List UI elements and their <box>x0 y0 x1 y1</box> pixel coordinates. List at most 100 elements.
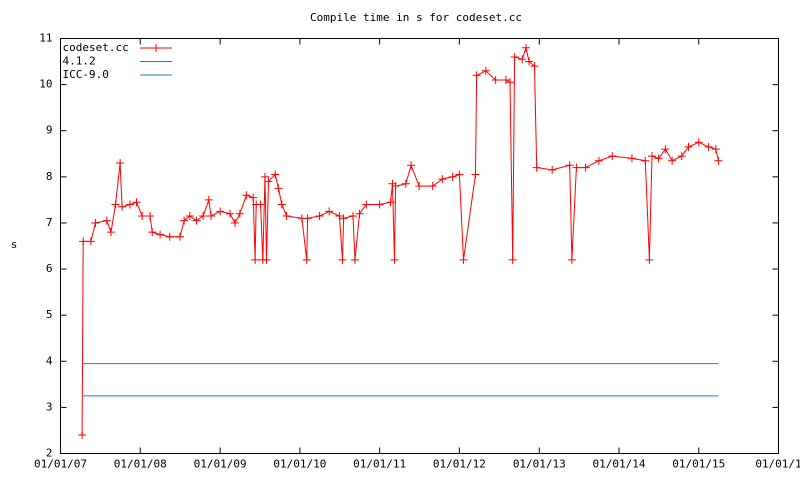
y-axis-label: s <box>11 238 18 251</box>
point-marker <box>506 78 515 87</box>
y-tick-label: 4 <box>46 354 53 367</box>
y-tick-label: 8 <box>46 170 53 183</box>
point-marker <box>355 209 364 218</box>
point-marker <box>438 175 447 184</box>
x-tick-label: 01/01/07 <box>34 458 87 471</box>
point-marker <box>315 212 324 221</box>
point-marker <box>199 212 208 221</box>
point-marker <box>146 212 155 221</box>
point-marker <box>339 214 348 223</box>
point-marker <box>116 159 125 167</box>
point-marker <box>694 138 703 147</box>
point-marker <box>391 182 400 191</box>
point-marker <box>175 232 184 241</box>
x-tick-label: 01/01/15 <box>672 458 725 471</box>
point-marker <box>226 209 235 218</box>
point-marker <box>704 142 713 151</box>
point-marker <box>459 255 468 264</box>
point-marker <box>138 212 147 221</box>
point-marker <box>125 200 134 209</box>
point-marker <box>521 43 530 52</box>
point-marker <box>428 182 437 191</box>
point-marker <box>525 57 534 66</box>
point-marker <box>350 255 359 264</box>
point-marker <box>501 76 510 84</box>
y-tick-label: 6 <box>46 262 53 275</box>
point-marker <box>677 152 686 161</box>
point-marker <box>661 145 670 154</box>
legend-label: codeset.cc <box>63 41 129 54</box>
point-marker <box>231 218 240 227</box>
y-tick-label: 3 <box>46 400 53 413</box>
series-line <box>81 45 719 436</box>
point-marker <box>91 218 100 227</box>
point-marker <box>156 230 165 239</box>
point-marker <box>235 209 244 218</box>
point-marker <box>510 52 519 61</box>
point-marker <box>325 207 334 216</box>
point-marker <box>608 152 617 161</box>
x-tick-label: 01/01/09 <box>194 458 247 471</box>
point-marker <box>518 55 527 64</box>
point-marker <box>448 172 457 181</box>
point-marker <box>242 191 251 200</box>
point-marker <box>711 145 720 154</box>
x-tick-label: 01/01/1 <box>755 458 800 471</box>
point-marker <box>185 212 194 221</box>
point-marker <box>165 232 174 241</box>
point-marker <box>338 255 347 264</box>
plot-frame <box>60 38 779 454</box>
point-marker <box>471 170 480 179</box>
legend-label: 4.1.2 <box>63 55 96 68</box>
point-marker <box>714 156 723 165</box>
x-tick-label: 01/01/11 <box>353 458 406 471</box>
point-marker <box>282 212 291 221</box>
point-marker <box>375 200 384 209</box>
legend-marker <box>152 44 160 52</box>
y-tick-label: 7 <box>46 216 53 229</box>
y-tick-label: 5 <box>46 308 53 321</box>
point-marker <box>118 202 127 211</box>
point-marker <box>106 228 115 237</box>
point-marker <box>216 207 225 216</box>
point-marker <box>407 161 416 170</box>
point-marker <box>390 255 399 264</box>
point-marker <box>277 200 286 209</box>
point-marker <box>251 255 260 264</box>
y-tick-label: 11 <box>39 32 52 45</box>
point-marker <box>348 212 357 221</box>
point-marker <box>274 184 283 193</box>
point-marker <box>302 255 311 264</box>
point-marker <box>111 200 120 209</box>
point-marker <box>565 161 574 170</box>
point-marker <box>401 179 410 188</box>
point-marker <box>530 62 539 71</box>
point-marker <box>645 255 654 264</box>
y-tick-label: 2 <box>46 447 53 460</box>
point-marker <box>472 71 481 80</box>
point-marker <box>256 200 265 209</box>
point-marker <box>260 172 269 181</box>
point-marker <box>148 228 157 237</box>
point-marker <box>102 216 111 225</box>
point-marker <box>271 170 280 179</box>
point-marker <box>668 156 677 165</box>
x-tick-label: 01/01/08 <box>114 458 167 471</box>
point-marker <box>548 165 557 174</box>
point-marker <box>78 431 87 440</box>
point-marker <box>264 177 273 186</box>
point-marker <box>481 66 490 75</box>
x-tick-label: 01/01/12 <box>433 458 486 471</box>
point-marker <box>648 152 657 161</box>
point-marker <box>335 212 344 221</box>
point-marker <box>532 163 541 172</box>
point-marker <box>303 214 312 223</box>
point-marker <box>572 163 581 172</box>
point-marker <box>79 237 88 246</box>
point-marker <box>415 182 424 191</box>
point-marker <box>132 198 141 207</box>
point-marker <box>654 154 663 163</box>
x-tick-label: 01/01/14 <box>593 458 646 471</box>
y-tick-label: 10 <box>39 78 52 91</box>
